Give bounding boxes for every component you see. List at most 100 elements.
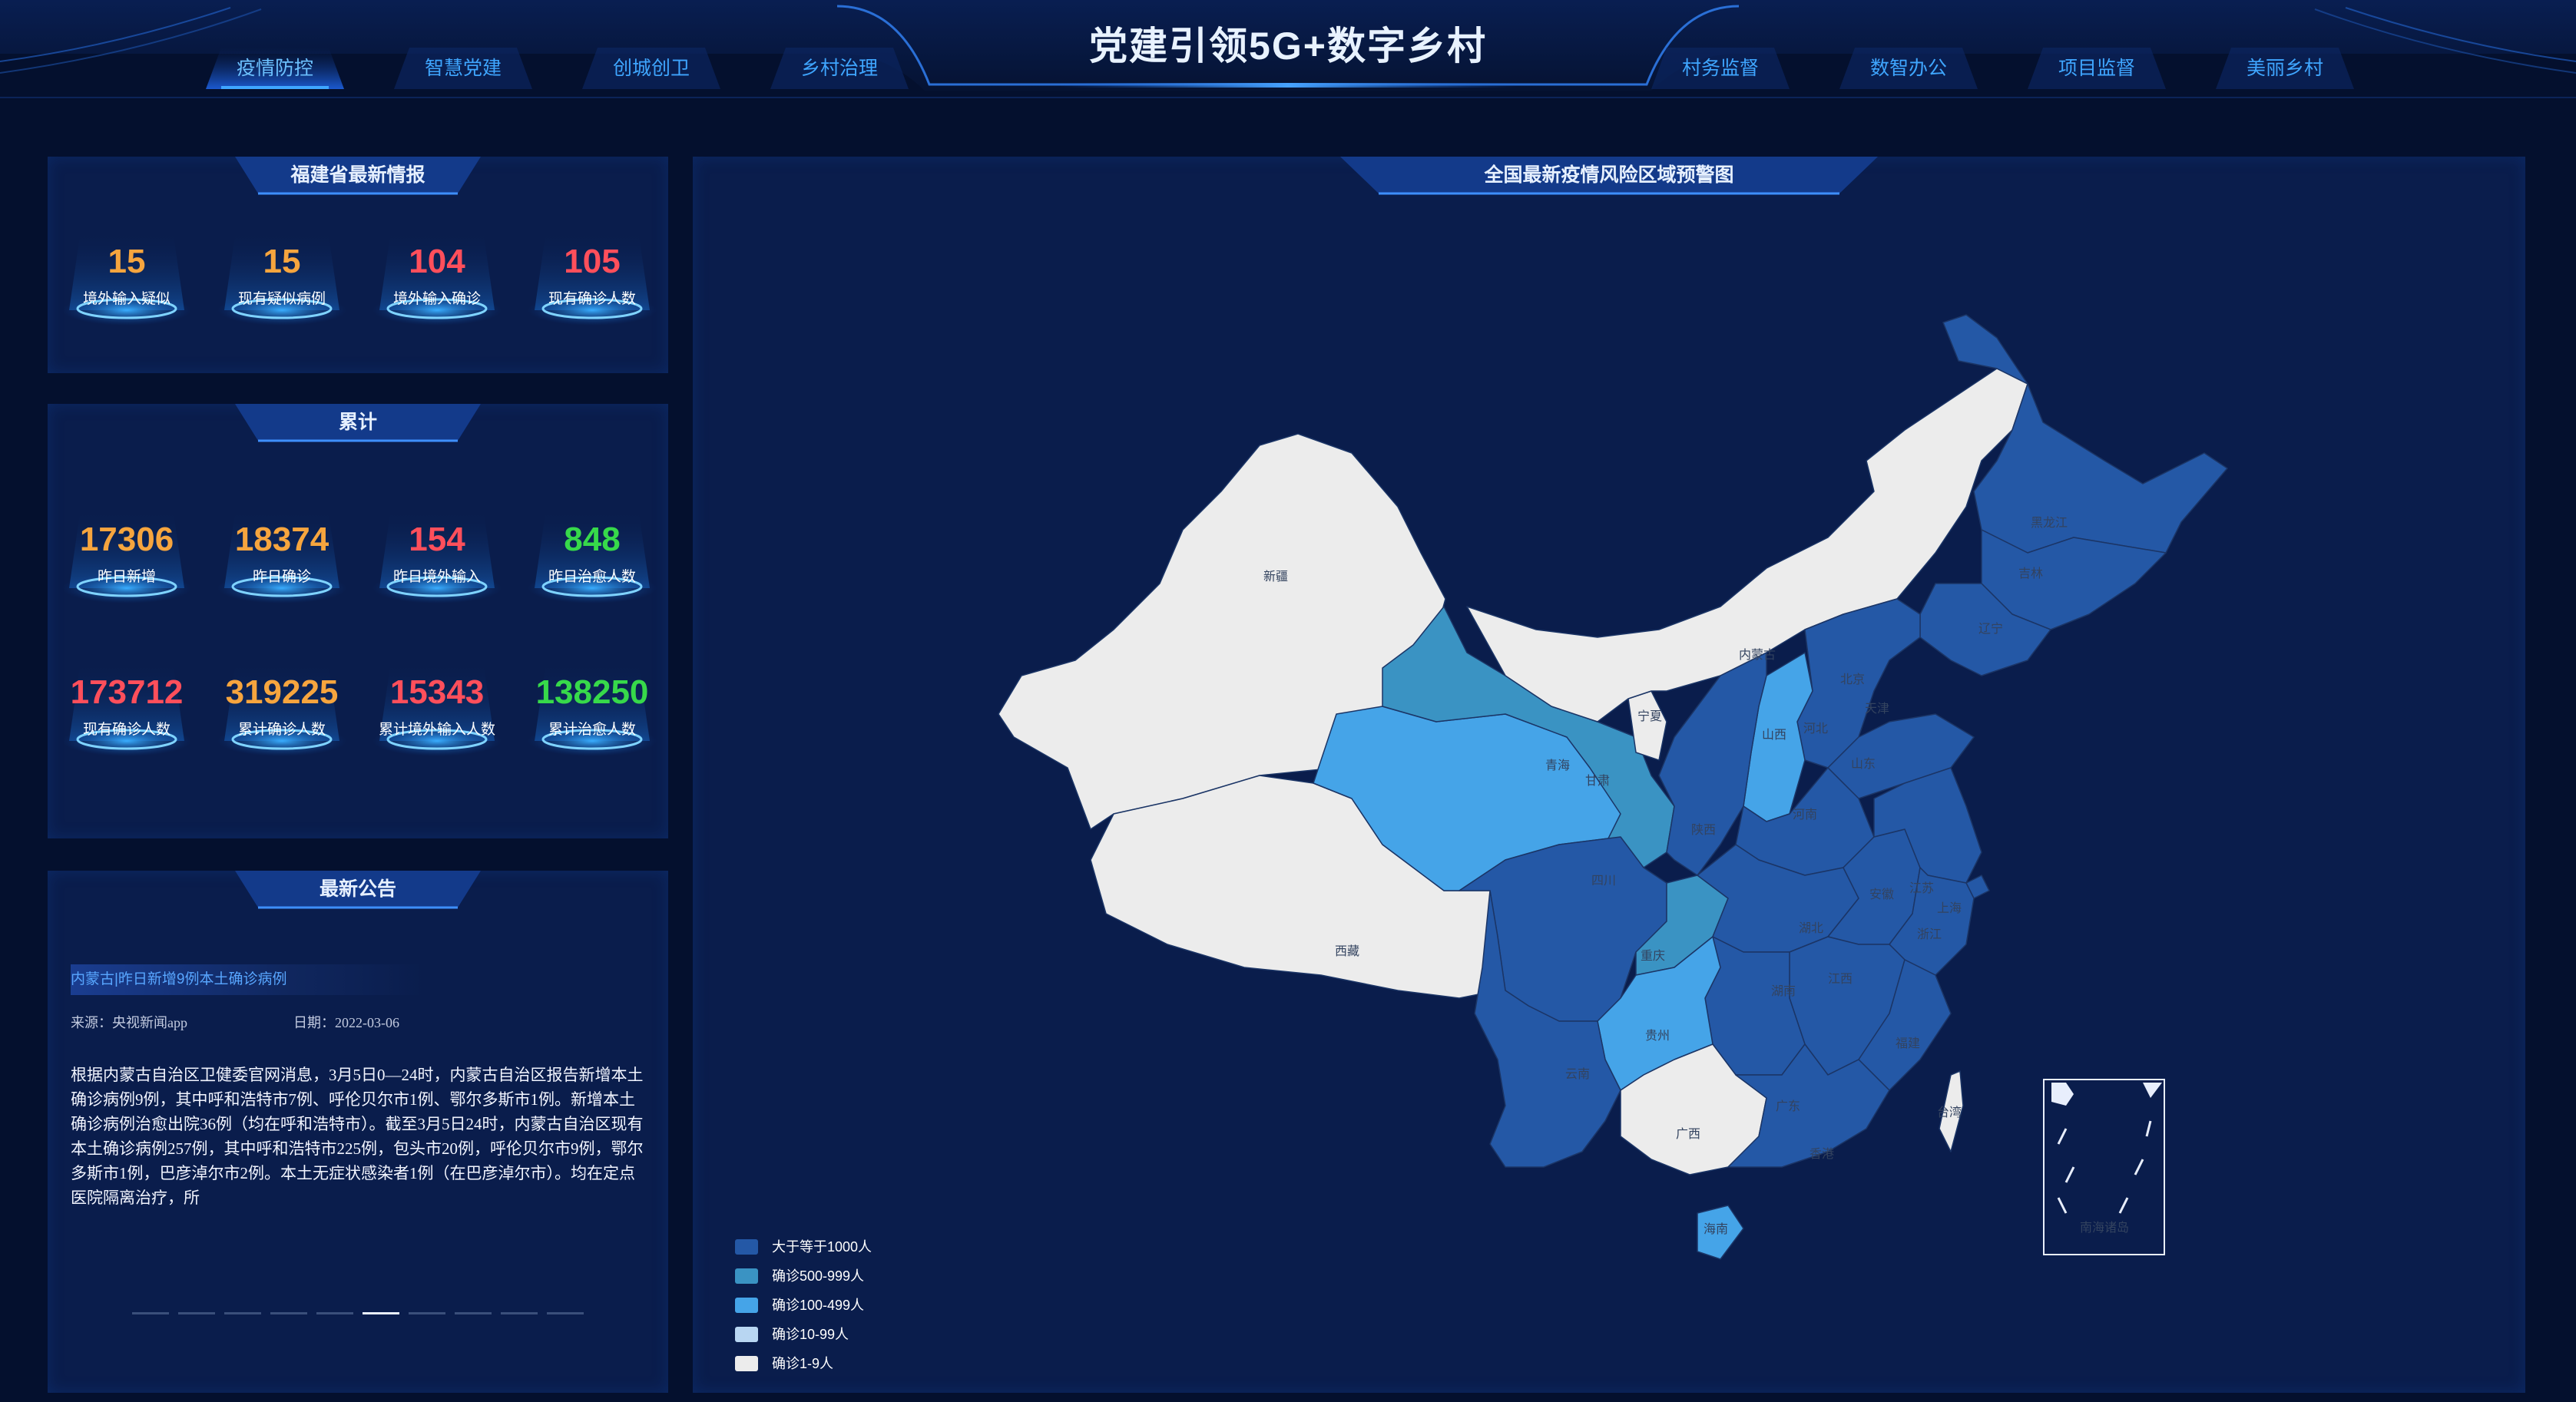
province-label: 南海诸岛 — [2080, 1221, 2129, 1235]
header-decoration — [0, 0, 2576, 98]
carousel-dot[interactable] — [270, 1312, 307, 1314]
province-label: 海南 — [1704, 1222, 1728, 1236]
legend-label: 确诊100-499人 — [772, 1298, 865, 1313]
stat-card: 138250 累计治愈人数 — [515, 655, 669, 762]
tab-beautiful-village[interactable]: 美丽乡村 — [2216, 48, 2354, 89]
carousel-dot[interactable] — [501, 1312, 538, 1314]
tab-civilized-city[interactable]: 创城创卫 — [582, 48, 720, 89]
stat-label: 累计境外输入人数 — [378, 722, 495, 738]
province-label: 辽宁 — [1978, 622, 2003, 636]
glow-pedestal-icon — [372, 230, 502, 326]
province-guangdong[interactable] — [1727, 1043, 1890, 1168]
tab-party-building[interactable]: 智慧党建 — [394, 48, 532, 89]
tab-epidemic-control[interactable]: 疫情防控 — [206, 48, 344, 89]
south-china-sea-inset — [2043, 1079, 2165, 1255]
glow-pedestal-icon — [372, 508, 502, 603]
stat-value: 154 — [409, 521, 465, 558]
glow-pedestal-icon — [372, 661, 502, 756]
legend-label: 大于等于1000人 — [772, 1239, 872, 1255]
glow-pedestal-icon — [528, 508, 657, 603]
stat-label: 昨日境外输入 — [392, 569, 481, 585]
stat-value: 138250 — [535, 673, 649, 711]
tab-village-affairs[interactable]: 村务监督 — [1651, 48, 1790, 89]
province-shandong[interactable] — [1827, 713, 1975, 799]
cumulative-panel: 累计 17306 昨日新增 18374 昨日确诊 154 昨日境外输入 848 … — [48, 404, 668, 838]
province-label: 黑龙江 — [2031, 516, 2068, 530]
province-label: 山东 — [1851, 757, 1876, 771]
stat-card: 17306 昨日新增 — [50, 502, 204, 610]
panel-title: 累计 — [338, 412, 377, 433]
glow-pedestal-icon — [217, 230, 346, 326]
tab-village-governance[interactable]: 乡村治理 — [770, 48, 909, 89]
carousel-dot[interactable] — [409, 1312, 445, 1314]
panel-title-tab: 累计 — [235, 404, 481, 447]
stat-value: 319225 — [225, 673, 339, 711]
news-headline-link[interactable]: 内蒙古|昨日新增9例本土确诊病例 — [71, 964, 424, 995]
stat-label: 昨日新增 — [97, 569, 156, 585]
tab-project-supervision[interactable]: 项目监督 — [2028, 48, 2166, 89]
carousel-dot[interactable] — [132, 1312, 169, 1314]
stat-card: 15343 累计境外输入人数 — [360, 655, 514, 762]
carousel-dot[interactable] — [178, 1312, 215, 1314]
carousel-dot[interactable] — [455, 1312, 492, 1314]
panel-title: 最新公告 — [319, 878, 396, 900]
stat-label: 现有确诊人数 — [82, 722, 171, 738]
province-label: 吉林 — [2018, 567, 2043, 580]
legend-label: 确诊10-99人 — [772, 1327, 849, 1342]
stat-label: 现有确诊人数 — [548, 291, 636, 307]
stat-card: 18374 昨日确诊 — [205, 502, 359, 610]
stat-card: 154 昨日境外输入 — [360, 502, 514, 610]
stat-value: 15 — [108, 243, 146, 280]
stat-value: 18374 — [234, 521, 329, 558]
province-label: 宁夏 — [1637, 709, 1662, 723]
glow-pedestal-icon — [217, 661, 346, 756]
province-label: 湖南 — [1771, 984, 1796, 998]
carousel-dot[interactable] — [224, 1312, 261, 1314]
news-body: 根据内蒙古自治区卫健委官网消息，3月5日0—24时，内蒙古自治区报告新增本土确诊… — [71, 1066, 644, 1207]
tab-label: 数智办公 — [1869, 58, 1947, 79]
panel-title: 福建省最新情报 — [290, 164, 425, 186]
legend-swatch — [735, 1356, 758, 1371]
legend-swatch — [735, 1298, 758, 1313]
province-label: 台湾 — [1937, 1106, 1962, 1119]
province-fujian[interactable] — [1858, 959, 1952, 1091]
latest-info-panel: 福建省最新情报 15 境外输入疑似 15 现有疑似病例 104 境外输入确诊 1… — [48, 157, 668, 373]
announcement-panel: 最新公告 — [48, 871, 668, 1393]
panel-title-tab: 福建省最新情报 — [235, 157, 481, 200]
province-hainan[interactable] — [1697, 1205, 1744, 1260]
province-inner-mongolia[interactable] — [1466, 368, 2028, 722]
province-label: 浙江 — [1917, 928, 1942, 941]
tab-label: 乡村治理 — [800, 58, 878, 79]
province-label: 陕西 — [1691, 823, 1716, 837]
carousel-dot[interactable] — [316, 1312, 353, 1314]
carousel-dot-active[interactable] — [363, 1312, 399, 1314]
stat-value: 15 — [263, 243, 301, 280]
tab-label: 项目监督 — [2058, 58, 2135, 79]
tab-smart-office[interactable]: 数智办公 — [1839, 48, 1978, 89]
tab-label: 创城创卫 — [612, 58, 690, 79]
province-label: 江苏 — [1909, 881, 1934, 895]
stat-value: 848 — [564, 521, 621, 558]
stat-card: 104 境外输入确诊 — [360, 224, 514, 332]
stat-card: 173712 现有确诊人数 — [50, 655, 204, 762]
province-label: 贵州 — [1645, 1029, 1670, 1043]
stat-card: 848 昨日治愈人数 — [515, 502, 669, 610]
province-label: 河北 — [1803, 722, 1828, 736]
stat-value: 17306 — [79, 521, 174, 558]
province-yunnan[interactable] — [1474, 890, 1621, 1168]
legend-swatch — [735, 1268, 758, 1284]
province-label: 香港 — [1809, 1147, 1834, 1161]
tab-label: 智慧党建 — [424, 58, 502, 79]
province-label: 云南 — [1565, 1067, 1590, 1081]
glow-pedestal-icon — [62, 508, 191, 603]
page-title: 党建引领5G+数字乡村 — [1089, 25, 1487, 68]
glow-pedestal-icon — [528, 661, 657, 756]
glow-pedestal-icon — [528, 230, 657, 326]
province-taiwan[interactable] — [1939, 1070, 1964, 1152]
province-label: 重庆 — [1641, 949, 1665, 963]
province-label: 天津 — [1865, 702, 1889, 716]
stat-label: 昨日治愈人数 — [548, 569, 636, 585]
province-label: 西藏 — [1335, 944, 1359, 958]
stat-value: 105 — [564, 243, 621, 280]
carousel-dot[interactable] — [547, 1312, 584, 1314]
